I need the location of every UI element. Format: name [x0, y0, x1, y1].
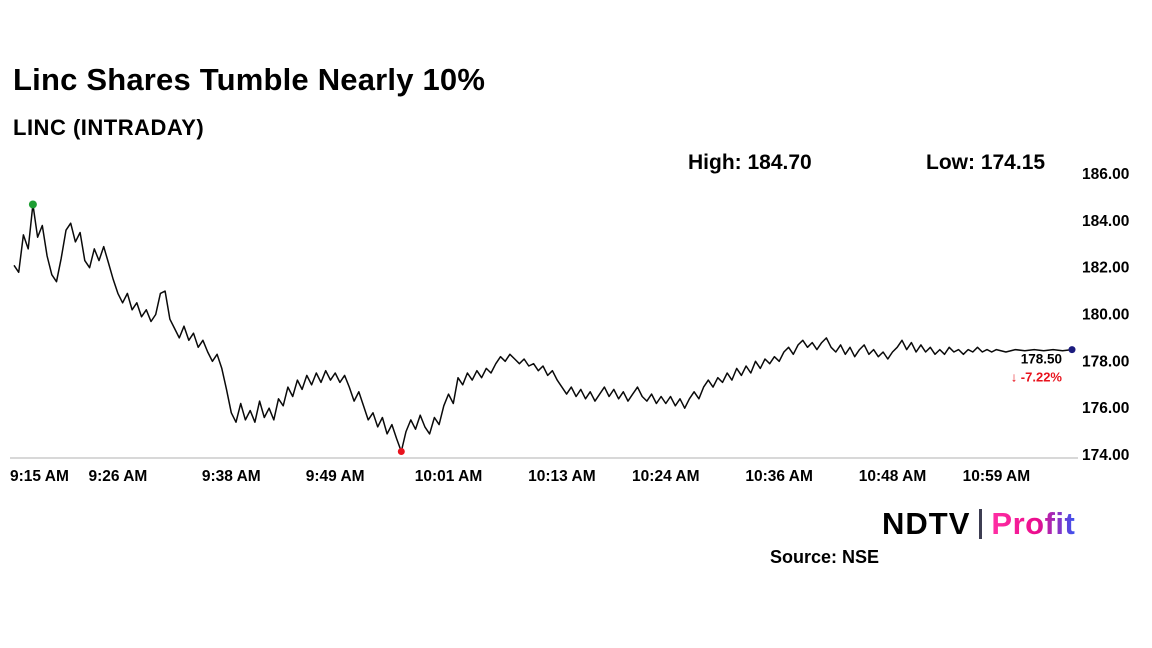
low-marker: [397, 447, 405, 455]
x-tick-label: 9:15 AM: [10, 468, 69, 485]
x-tick-label: 10:01 AM: [415, 468, 482, 485]
y-tick-label: 182.00: [1082, 260, 1129, 277]
price-line: [13, 203, 1073, 453]
profit-logo-text: Profit: [991, 506, 1076, 541]
x-tick-label: 9:49 AM: [306, 468, 365, 485]
x-tick-label: 10:13 AM: [528, 468, 595, 485]
last-price-label: 178.50: [1021, 352, 1062, 367]
x-tick-label: 9:26 AM: [88, 468, 147, 485]
change-label: ↓ -7.22%: [1011, 370, 1063, 385]
chart-subtitle: LINC (INTRADAY): [13, 115, 205, 140]
y-tick-label: 184.00: [1082, 213, 1129, 230]
x-tick-label: 10:24 AM: [632, 468, 699, 485]
y-tick-label: 176.00: [1082, 400, 1129, 417]
x-tick-label: 10:36 AM: [745, 468, 812, 485]
low-value-label: Low: 174.15: [926, 151, 1046, 174]
last-price-marker: [1068, 346, 1076, 354]
high-value-label: High: 184.70: [688, 151, 812, 174]
page-title: Linc Shares Tumble Nearly 10%: [13, 62, 486, 97]
x-tick-label: 10:48 AM: [859, 468, 926, 485]
ndtv-logo-text: NDTV: [882, 506, 971, 541]
y-tick-label: 186.00: [1082, 166, 1129, 183]
ndtv-profit-logo: NDTV Profit: [882, 506, 1075, 542]
y-tick-label: 174.00: [1082, 447, 1129, 464]
x-tick-label: 10:59 AM: [963, 468, 1030, 485]
y-tick-label: 178.00: [1082, 353, 1129, 370]
x-tick-label: 9:38 AM: [202, 468, 261, 485]
high-marker: [28, 200, 37, 209]
source-label: Source: NSE: [770, 547, 880, 567]
y-tick-label: 180.00: [1082, 307, 1129, 324]
logo-divider: [979, 509, 983, 539]
